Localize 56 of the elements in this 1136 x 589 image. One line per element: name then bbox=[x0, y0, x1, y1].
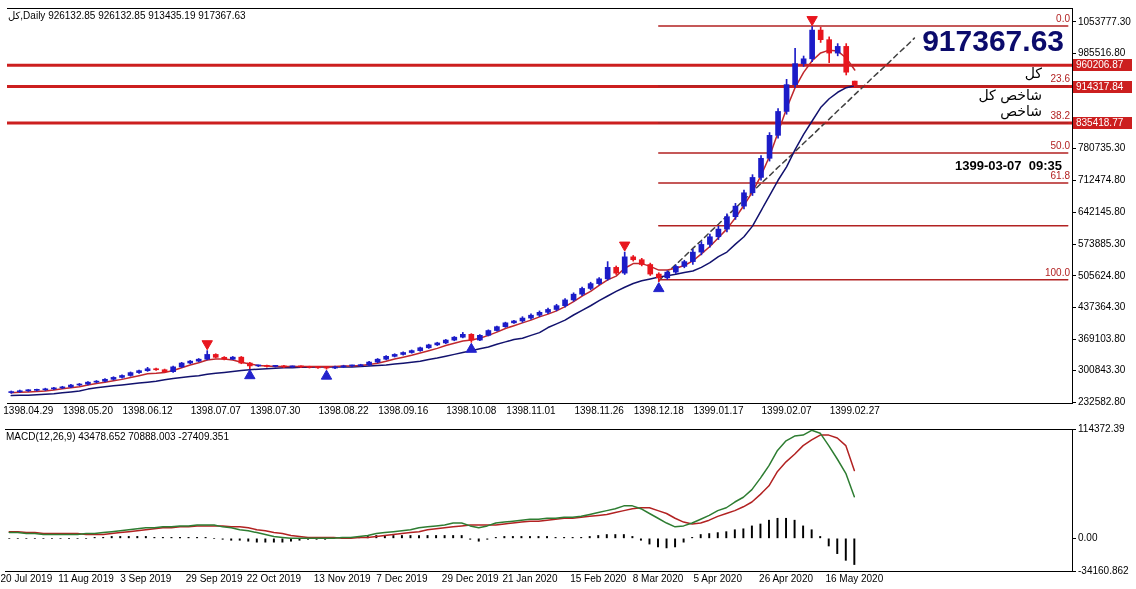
y-tick-label: 505624.80 bbox=[1078, 269, 1126, 281]
x-tick-label: 1398.06.12 bbox=[122, 404, 174, 416]
ref-line-label: 914317.84 bbox=[1076, 81, 1124, 93]
x-tick-label: 1398.10.08 bbox=[446, 404, 497, 416]
series-label: 61.8 bbox=[1050, 169, 1071, 181]
x-tick-label: 1398.11.01 bbox=[506, 404, 557, 416]
x-tick-label: 1398.04.29 bbox=[3, 404, 54, 416]
x-tick-label: 1398.08.22 bbox=[318, 404, 369, 416]
x-tick-label: 7 Dec 2019 bbox=[376, 572, 428, 584]
ref-line-label: 960206.87 bbox=[1076, 59, 1124, 71]
x-tick-label: 26 Apr 2020 bbox=[759, 572, 814, 584]
y-tick-label: 1053777.30 bbox=[1078, 15, 1132, 27]
series-label: 38.2 bbox=[1050, 109, 1071, 121]
y-tick-label: 300843.30 bbox=[1078, 364, 1126, 376]
y-tick-label: 985516.80 bbox=[1078, 47, 1126, 59]
x-tick-label: 1399.01.17 bbox=[693, 404, 744, 416]
y-tick-label: 369103.80 bbox=[1078, 332, 1126, 344]
annotation: کل bbox=[1024, 64, 1043, 81]
series-label: 0.0 bbox=[1056, 12, 1071, 24]
y-tick-label: 642145.80 bbox=[1078, 206, 1126, 218]
series-label: 100.0 bbox=[1044, 266, 1071, 278]
y-tick-label: 712474.80 bbox=[1078, 173, 1126, 185]
x-tick-label: 3 Sep 2019 bbox=[120, 572, 172, 584]
chart-title: کل,Daily 926132.85 926132.85 913435.19 917367.63 bbox=[8, 9, 246, 21]
x-tick-label: 20 Jul 2019 bbox=[0, 572, 53, 584]
x-tick-label: 1398.05.20 bbox=[62, 404, 114, 416]
annotation: 917367.63 bbox=[922, 24, 1064, 58]
y-tick-label: -34160.862 bbox=[1078, 564, 1130, 576]
x-tick-label: 11 Aug 2019 bbox=[58, 572, 115, 584]
x-tick-label: 29 Dec 2019 bbox=[441, 572, 499, 584]
y-tick-label: 573885.30 bbox=[1078, 237, 1126, 249]
ref-line-label: 835418.77 bbox=[1076, 117, 1124, 129]
y-tick-label: 0.00 bbox=[1078, 532, 1098, 544]
x-tick-label: 29 Sep 2019 bbox=[185, 572, 243, 584]
x-tick-label: 1398.09.16 bbox=[378, 404, 429, 416]
x-tick-label: 1398.12.18 bbox=[633, 404, 685, 416]
x-tick-label: 8 Mar 2020 bbox=[632, 572, 684, 584]
y-tick-label: 114372.39 bbox=[1078, 422, 1125, 434]
y-tick-label: 437364.30 bbox=[1078, 301, 1126, 313]
x-tick-label: 1398.07.30 bbox=[250, 404, 301, 416]
x-tick-label: 22 Oct 2019 bbox=[246, 572, 302, 584]
x-tick-label: 15 Feb 2020 bbox=[570, 572, 627, 584]
series-label: 50.0 bbox=[1050, 139, 1071, 151]
chart-title: MACD(12,26,9) 43478.652 70888.003 -27409.351 bbox=[6, 430, 230, 442]
annotation: شاخص کل bbox=[978, 86, 1042, 104]
x-tick-label: 1399.02.07 bbox=[761, 404, 813, 416]
y-tick-label: 780735.30 bbox=[1078, 142, 1126, 154]
y-tick-label: 232582.80 bbox=[1078, 396, 1126, 408]
series-label: 23.6 bbox=[1050, 72, 1071, 84]
x-tick-label: 1399.02.27 bbox=[829, 404, 881, 416]
x-tick-label: 5 Apr 2020 bbox=[693, 572, 743, 584]
x-tick-label: 1398.07.07 bbox=[190, 404, 242, 416]
x-tick-label: 16 May 2020 bbox=[825, 572, 884, 584]
x-tick-label: 21 Jan 2020 bbox=[502, 572, 558, 584]
x-tick-label: 13 Nov 2019 bbox=[313, 572, 371, 584]
x-tick-label: 1398.11.26 bbox=[574, 404, 625, 416]
